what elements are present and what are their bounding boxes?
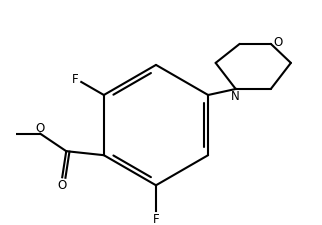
Text: N: N (231, 90, 240, 103)
Text: F: F (72, 73, 79, 86)
Text: F: F (153, 212, 159, 225)
Text: O: O (58, 178, 67, 191)
Text: O: O (35, 121, 45, 134)
Text: O: O (274, 36, 283, 49)
